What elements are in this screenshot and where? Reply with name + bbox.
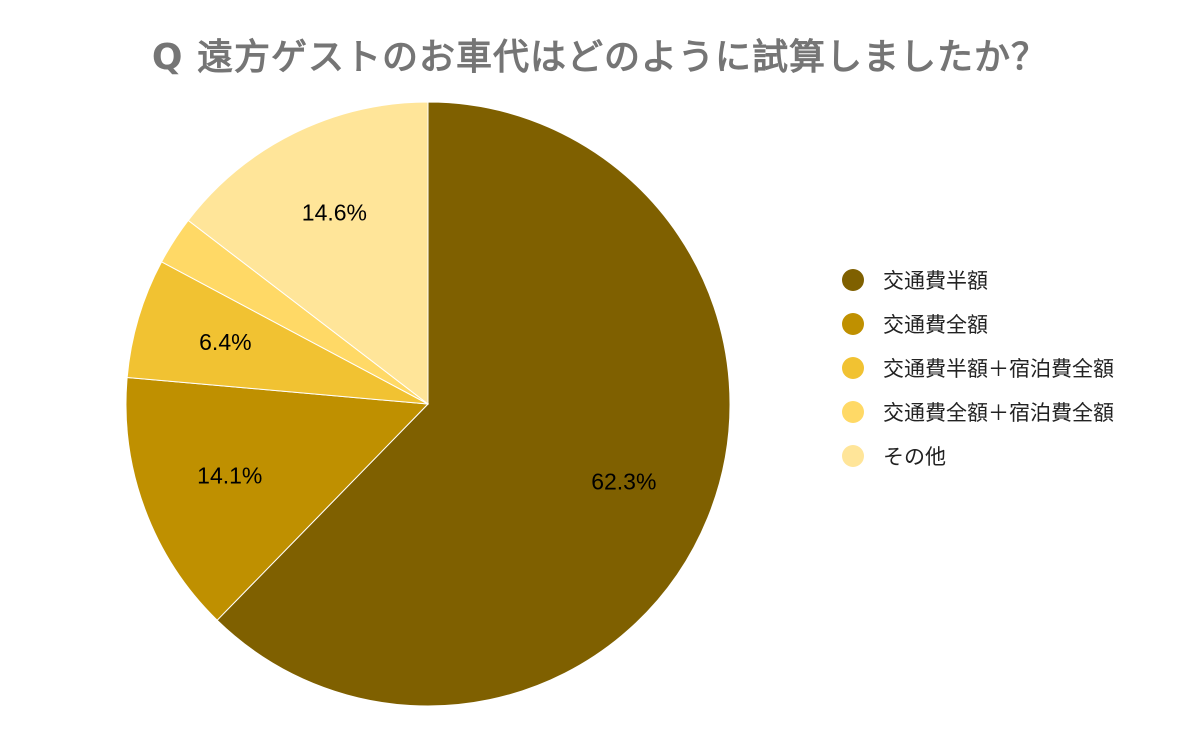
legend-item-0: 交通費半額 [842,258,1114,302]
legend: 交通費半額交通費全額交通費半額＋宿泊費全額 交通費全額＋宿泊費全額 その他 [842,258,1114,478]
pie-slice-label-2: 6.4% [199,329,251,355]
legend-swatch-1 [842,313,864,335]
legend-swatch-4 [842,445,864,467]
legend-swatch-3 [842,401,864,423]
legend-swatch-0 [842,269,864,291]
pie-slice-1 [125,376,430,621]
legend-label-0: 交通費半額 [883,269,988,293]
pie-slice-0 [216,101,731,707]
pie-slices [125,101,731,707]
pie-slice-label-0: 62.3% [591,469,656,495]
chart-title: Q 遠方ゲストのお車代はどのように試算しましたか？ [151,37,1049,78]
pie-labels: 62.3% 14.1% 6.4% 14.6% [197,200,656,495]
legend-swatch-2 [842,357,864,379]
legend-label-2: 交通費半額＋宿泊費全額 [883,357,1114,381]
legend-item-1: 交通費全額 [842,302,1114,346]
legend-item-3: 交通費全額＋宿泊費全額 [842,390,1114,434]
legend-label-3: 交通費全額＋宿泊費全額 [883,401,1114,425]
legend-label-4: その他 [883,445,946,469]
pie-slice-label-1: 14.1% [197,463,262,489]
pie-slice-4 [187,101,429,406]
pie-slice-2 [126,261,429,405]
legend-label-1: 交通費全額 [883,313,988,337]
legend-item-2: 交通費半額＋宿泊費全額 [842,346,1114,390]
pie-slice-label-4: 14.6% [302,200,367,226]
legend-item-4: その他 [842,434,1114,478]
